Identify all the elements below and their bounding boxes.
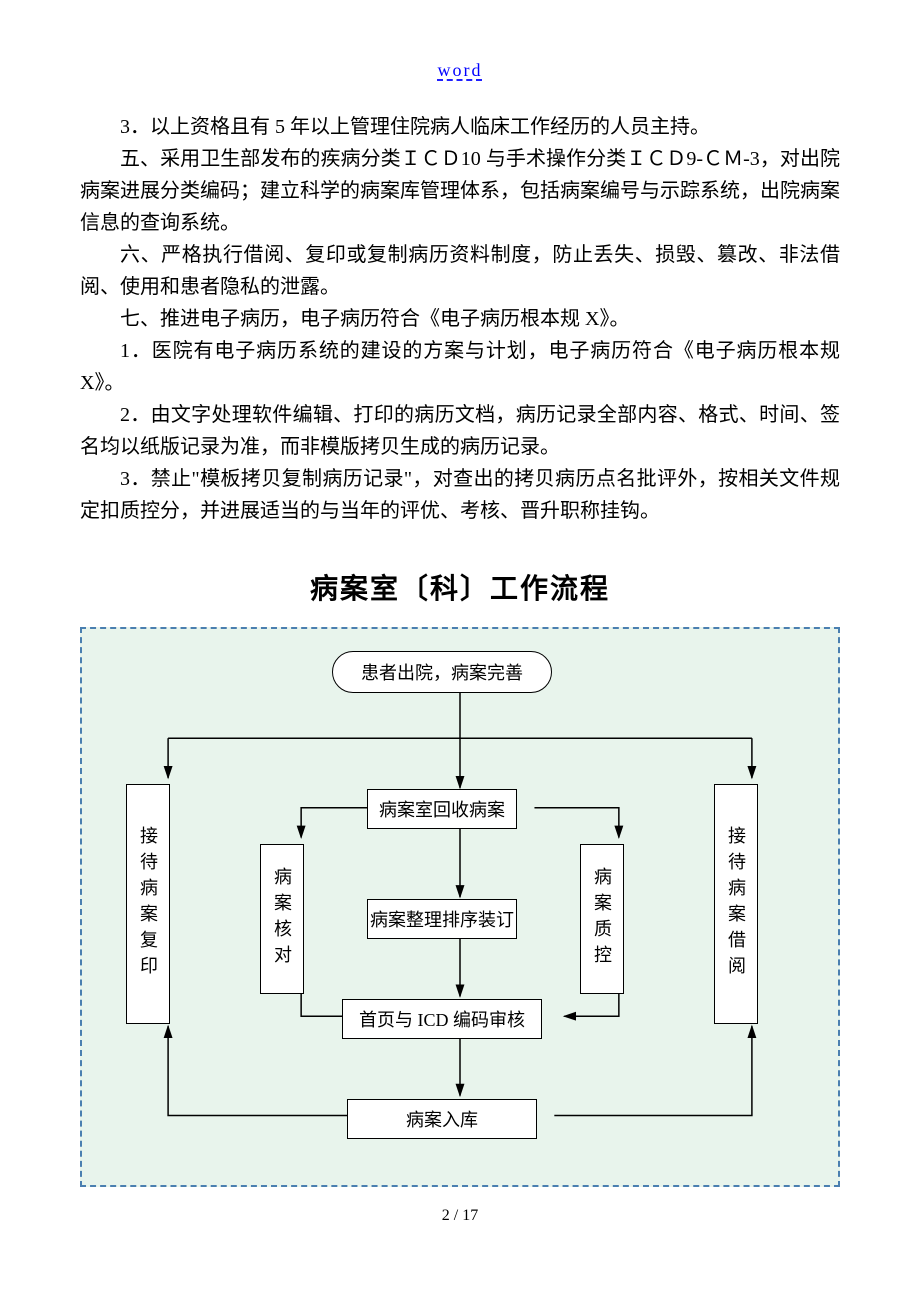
para-3: 六、严格执行借阅、复印或复制病历资料制度，防止丢失、损毁、篡改、非法借阅、使用和… [80,239,840,303]
node-store: 病案入库 [347,1099,537,1139]
page-number: 2 / 17 [80,1207,840,1225]
para-7: 3．禁止"模板拷贝复制病历记录"，对查出的拷贝病历点名批评外，按相关文件规定扣质… [80,463,840,527]
para-1: 3．以上资格且有 5 年以上管理住院病人临床工作经历的人员主持。 [80,111,840,143]
para-2: 五、采用卫生部发布的疾病分类ＩＣＤ10 与手术操作分类ＩＣＤ9-ＣＭ-3，对出院… [80,143,840,239]
flowchart: 患者出院，病案完善 病案室回收病案 病案整理排序装订 首页与 ICD 编码审核 … [80,627,840,1187]
node-borrow-reception: 接待病案借阅 [714,784,758,1024]
node-recover: 病案室回收病案 [367,789,517,829]
node-icd: 首页与 ICD 编码审核 [342,999,542,1039]
body-text: 3．以上资格且有 5 年以上管理住院病人临床工作经历的人员主持。 五、采用卫生部… [80,111,840,527]
node-check: 病案核对 [260,844,304,994]
node-copy-reception: 接待病案复印 [126,784,170,1024]
header-word: word [80,60,840,81]
node-qc: 病案质控 [580,844,624,994]
para-4: 七、推进电子病历，电子病历符合《电子病历根本规 X》。 [80,303,840,335]
node-start: 患者出院，病案完善 [332,651,552,693]
diagram-title: 病案室〔科〕工作流程 [80,567,840,607]
node-sort: 病案整理排序装订 [367,899,517,939]
para-5: 1．医院有电子病历系统的建设的方案与计划，电子病历符合《电子病历根本规 X》。 [80,335,840,399]
para-6: 2．由文字处理软件编辑、打印的病历文档，病历记录全部内容、格式、时间、签名均以纸… [80,399,840,463]
